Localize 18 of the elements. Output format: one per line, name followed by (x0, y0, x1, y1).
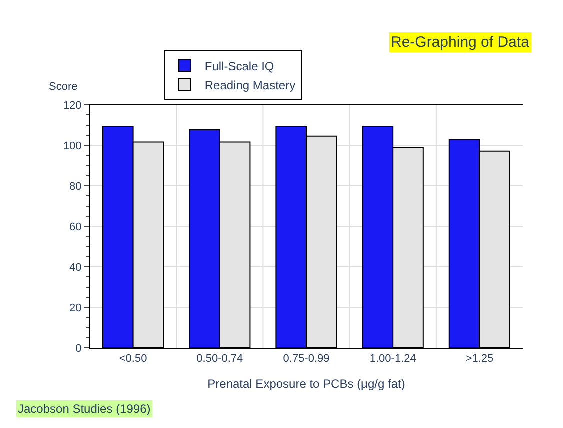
y-tick-label: 120 (63, 100, 82, 112)
y-tick-label: 20 (70, 302, 82, 314)
x-tick-label: 0.75-0.99 (283, 353, 330, 366)
legend-label: Full-Scale IQ (204, 59, 274, 74)
y-tick-label: 80 (70, 180, 82, 193)
y-tick-label: 60 (70, 221, 82, 234)
y-tick-label: 0 (76, 342, 82, 355)
x-tick-label: <0.50 (119, 353, 148, 366)
legend-label: Reading Mastery (204, 78, 296, 92)
x-tick-label: 1.00-1.24 (370, 353, 416, 366)
x-tick-label: >1.25 (466, 353, 494, 366)
y-axis-title: Score (49, 81, 78, 93)
text: Re-Graphing of Data (391, 34, 530, 51)
x-axis-title: Prenatal Exposure to PCBs (μg/g fat) (208, 377, 406, 392)
y-tick-label: 100 (63, 140, 82, 152)
y-tick-label: 40 (70, 262, 82, 274)
x-tick-label: 0.50-0.74 (196, 353, 244, 366)
text: Jacobson Studies (1996) (18, 402, 151, 416)
